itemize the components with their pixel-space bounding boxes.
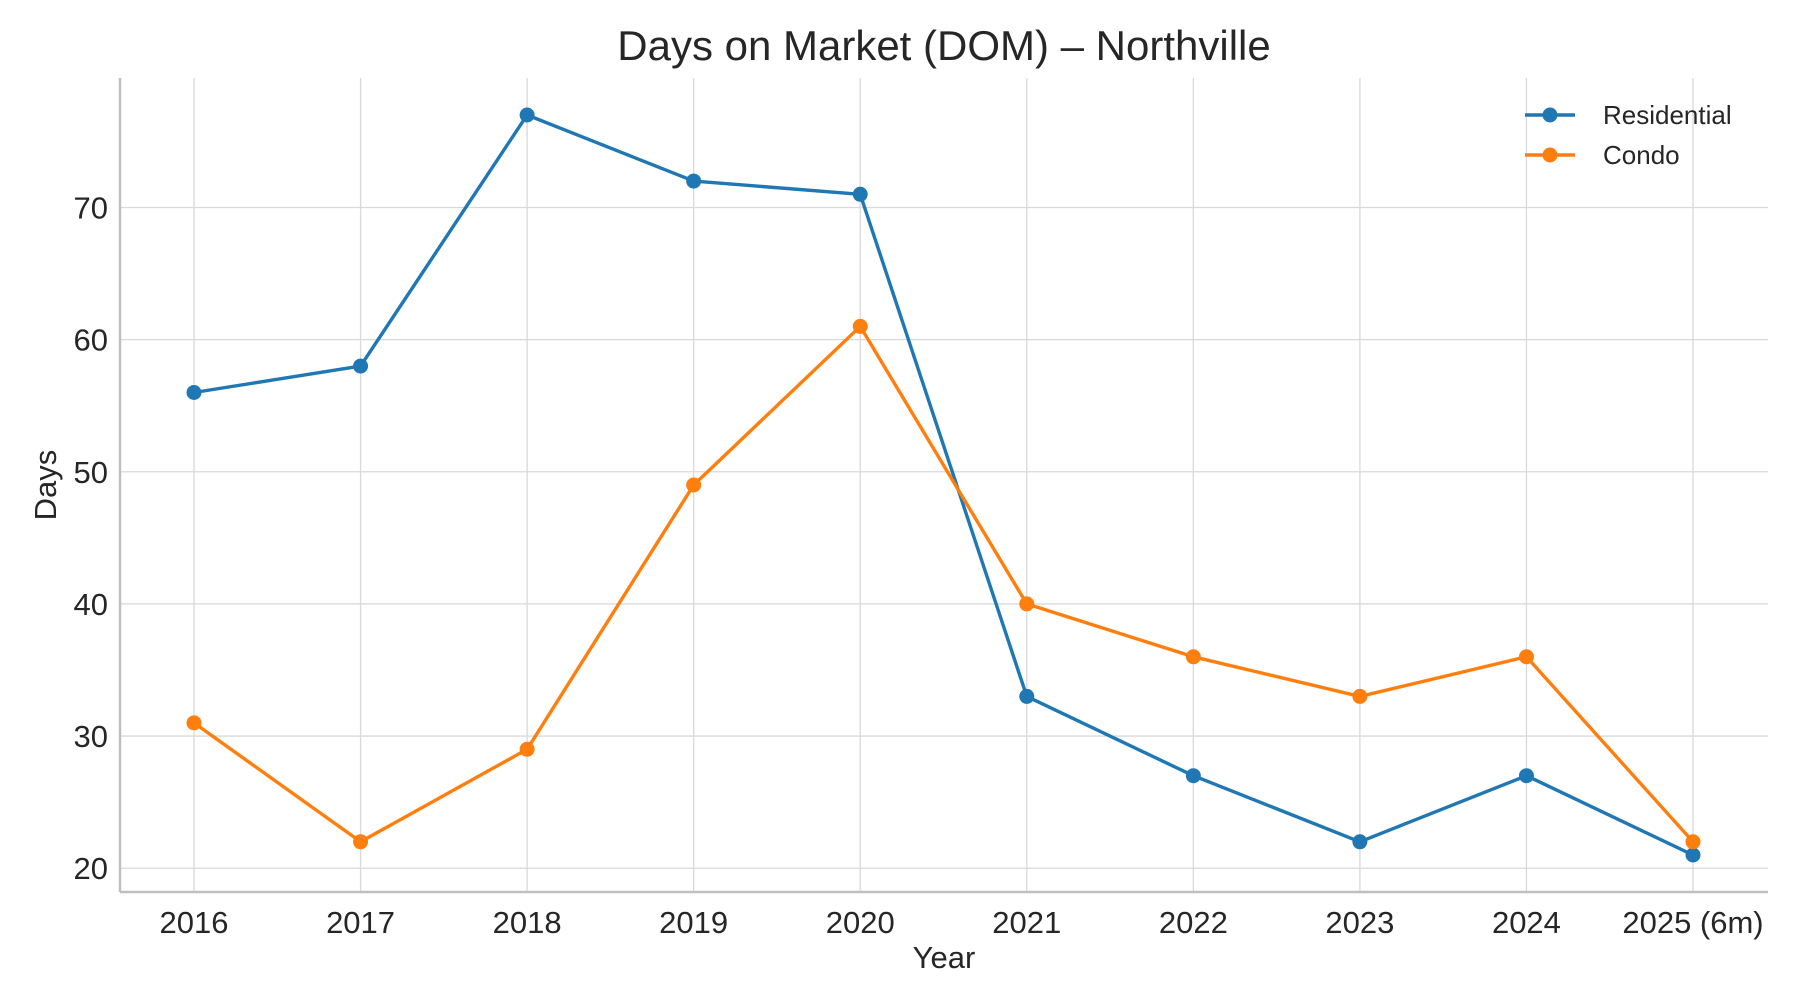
data-point-condo — [1185, 649, 1201, 665]
x-tick-label: 2019 — [659, 905, 728, 940]
y-tick-label: 50 — [74, 455, 108, 490]
legend-item-residential: Residential — [1525, 100, 1732, 130]
data-point-condo — [686, 477, 702, 493]
y-tick-label: 30 — [74, 719, 108, 754]
axes-spines — [118, 78, 1768, 894]
legend-marker-residential — [1542, 107, 1558, 123]
data-point-residential — [1352, 834, 1368, 850]
x-tick-label: 2025 (6m) — [1622, 905, 1763, 940]
legend-label-residential: Residential — [1603, 100, 1732, 130]
series-line-residential — [192, 113, 1695, 857]
series-residential — [186, 107, 1701, 863]
grid — [120, 78, 1768, 892]
data-point-condo — [1518, 649, 1534, 665]
data-point-condo — [1685, 834, 1701, 850]
series-condo — [186, 318, 1701, 850]
series — [186, 107, 1701, 863]
y-tick-label: 60 — [74, 323, 108, 358]
series-line-condo — [192, 324, 1695, 844]
legend-item-condo: Condo — [1525, 140, 1680, 170]
legend-marker-condo — [1542, 147, 1558, 163]
y-tick-label: 20 — [74, 851, 108, 886]
legend-label-condo: Condo — [1603, 140, 1680, 170]
data-point-residential — [353, 358, 369, 374]
data-point-residential — [1185, 768, 1201, 784]
data-point-residential — [1685, 847, 1701, 863]
legend: Residential Condo — [1525, 100, 1732, 170]
x-tick-label: 2021 — [992, 905, 1061, 940]
data-point-residential — [519, 107, 535, 123]
x-tick-label: 2022 — [1159, 905, 1228, 940]
data-point-condo — [852, 318, 868, 334]
data-point-condo — [353, 834, 369, 850]
data-point-condo — [186, 715, 202, 731]
data-point-residential — [1518, 768, 1534, 784]
x-tick-label: 2023 — [1325, 905, 1394, 940]
data-point-residential — [186, 385, 202, 400]
x-tick-label: 2024 — [1492, 905, 1561, 940]
x-tick-label: 2020 — [826, 905, 895, 940]
data-point-residential — [686, 173, 702, 189]
x-tick-label: 2016 — [160, 905, 229, 940]
y-tick-label: 70 — [74, 191, 108, 226]
y-axis-label: Days — [28, 450, 63, 521]
x-tick-label: 2017 — [326, 905, 395, 940]
data-point-condo — [1352, 688, 1368, 704]
data-point-condo — [519, 741, 535, 757]
y-tick-labels: 20 30 40 50 60 70 — [74, 191, 108, 887]
data-point-condo — [1019, 596, 1035, 612]
x-axis-label: Year — [913, 940, 976, 975]
x-tick-label: 2018 — [493, 905, 562, 940]
data-point-residential — [1019, 688, 1035, 704]
chart-title: Days on Market (DOM) – Northville — [617, 22, 1270, 69]
x-tick-labels: 2016 2017 2018 2019 2020 2021 2022 2023 2024 2025… — [160, 905, 1764, 940]
data-point-residential — [852, 186, 868, 202]
y-tick-label: 40 — [74, 587, 108, 622]
